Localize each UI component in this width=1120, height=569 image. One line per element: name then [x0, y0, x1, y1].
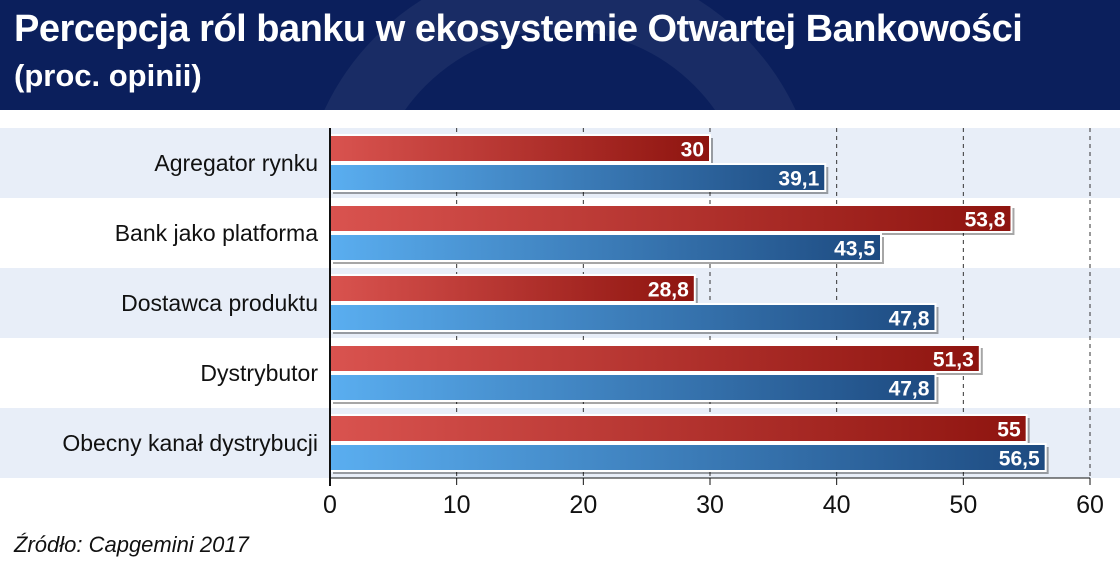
bar: [329, 233, 882, 262]
x-tick-label: 0: [323, 491, 337, 519]
value-label: 51,3: [933, 349, 974, 372]
bar: [329, 163, 827, 192]
chart-subtitle: (proc. opinii): [14, 58, 202, 93]
category-label: Dystrybutor: [200, 360, 318, 386]
value-label: 39,1: [778, 168, 819, 191]
x-tick-label: 20: [569, 491, 597, 519]
category-label: Dostawca produktu: [121, 290, 318, 316]
bar: [329, 414, 1028, 443]
x-tick-label: 40: [823, 491, 851, 519]
chart-header: Percepcja ról banku w ekosystemie Otwart…: [0, 0, 1120, 110]
x-tick-label: 10: [443, 491, 471, 519]
category-label: Obecny kanał dystrybucji: [62, 430, 318, 456]
category-label: Agregator rynku: [154, 150, 318, 176]
value-label: 53,8: [965, 209, 1006, 232]
value-label: 47,8: [889, 378, 930, 401]
bar: [329, 443, 1047, 472]
value-label: 56,5: [999, 448, 1040, 471]
x-tick-label: 30: [696, 491, 724, 519]
value-label: 55: [997, 419, 1021, 442]
bar: [329, 204, 1013, 233]
x-tick-label: 60: [1076, 491, 1104, 519]
bar: [329, 344, 981, 373]
bar: [329, 373, 937, 402]
value-label: 43,5: [834, 238, 875, 261]
x-tick-label: 50: [949, 491, 977, 519]
value-label: 30: [681, 139, 704, 162]
value-label: 47,8: [889, 308, 930, 331]
bar: [329, 274, 696, 303]
source-note: Źródło: Capgemini 2017: [14, 532, 249, 557]
bar: [329, 134, 711, 163]
bar: [329, 303, 937, 332]
bar-chart: Agregator rynku 30 39,1 Bank jako platforma…: [0, 128, 1120, 519]
value-label: 28,8: [648, 279, 689, 302]
category-label: Bank jako platforma: [115, 220, 318, 246]
chart-title: Percepcja ról banku w ekosystemie Otwart…: [14, 8, 1023, 50]
